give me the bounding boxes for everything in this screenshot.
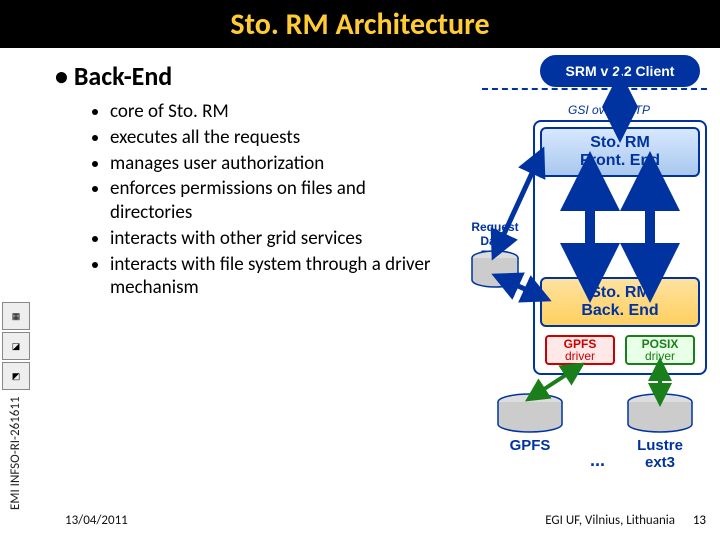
left-logo-stack: ▦ ◪ ◩ (0, 300, 32, 392)
slide-title: Sto. RM Architecture (230, 6, 489, 43)
footer-event: EGI UF, Vilnius, Lithuania (545, 513, 675, 528)
srm-client-box: SRM v 2.2 Client (540, 55, 700, 87)
logo-icon: ◪ (2, 332, 30, 360)
posix-driver-box: POSIXdriver (625, 335, 695, 365)
bullet-item: interacts with file system through a dri… (110, 253, 450, 301)
title-bar: Sto. RM Architecture (0, 0, 720, 48)
bullet-item: enforces permissions on files and direct… (110, 177, 450, 225)
slide-footer: 13/04/2011 EGI UF, Vilnius, Lithuania (65, 513, 675, 528)
gpfs-fs-label: GPFS (490, 437, 570, 454)
content-body: Back-End core of Sto. RM executes all th… (55, 60, 450, 302)
footer-date: 13/04/2011 (65, 513, 128, 528)
lustre-fs-label: Lustre ext3 (620, 437, 700, 471)
gpfs-storage-cylinder-icon (495, 393, 565, 435)
gpfs-driver-box: GPFSdriver (545, 335, 615, 365)
slide: Sto. RM Architecture ▦ ◪ ◩ EMI INFSO-RI-… (0, 0, 720, 540)
boundary-line (482, 88, 707, 90)
page-number: 13 (693, 513, 706, 528)
bullet-list: core of Sto. RM executes all the request… (110, 100, 450, 300)
bullet-item: core of Sto. RM (110, 100, 450, 124)
architecture-diagram: SRM v 2.2 Client GSI over HTTP Sto. RM F… (460, 55, 710, 475)
section-heading: Back-End (55, 60, 450, 92)
lustre-storage-cylinder-icon (625, 393, 695, 435)
bullet-item: interacts with other grid services (110, 227, 450, 251)
frontend-box: Sto. RM Front. End (540, 127, 700, 177)
project-ref-label: EMI INFSO-RI-261611 (8, 396, 23, 510)
logo-icon: ◩ (2, 362, 30, 390)
bullet-item: manages user authorization (110, 152, 450, 176)
ellipsis-label: ... (590, 450, 605, 471)
protocol-label: GSI over HTTP (568, 103, 650, 117)
request-db-cylinder-icon (470, 250, 520, 290)
backend-box: Sto. RM Back. End (540, 277, 700, 327)
logo-icon: ▦ (2, 302, 30, 330)
bullet-item: executes all the requests (110, 126, 450, 150)
